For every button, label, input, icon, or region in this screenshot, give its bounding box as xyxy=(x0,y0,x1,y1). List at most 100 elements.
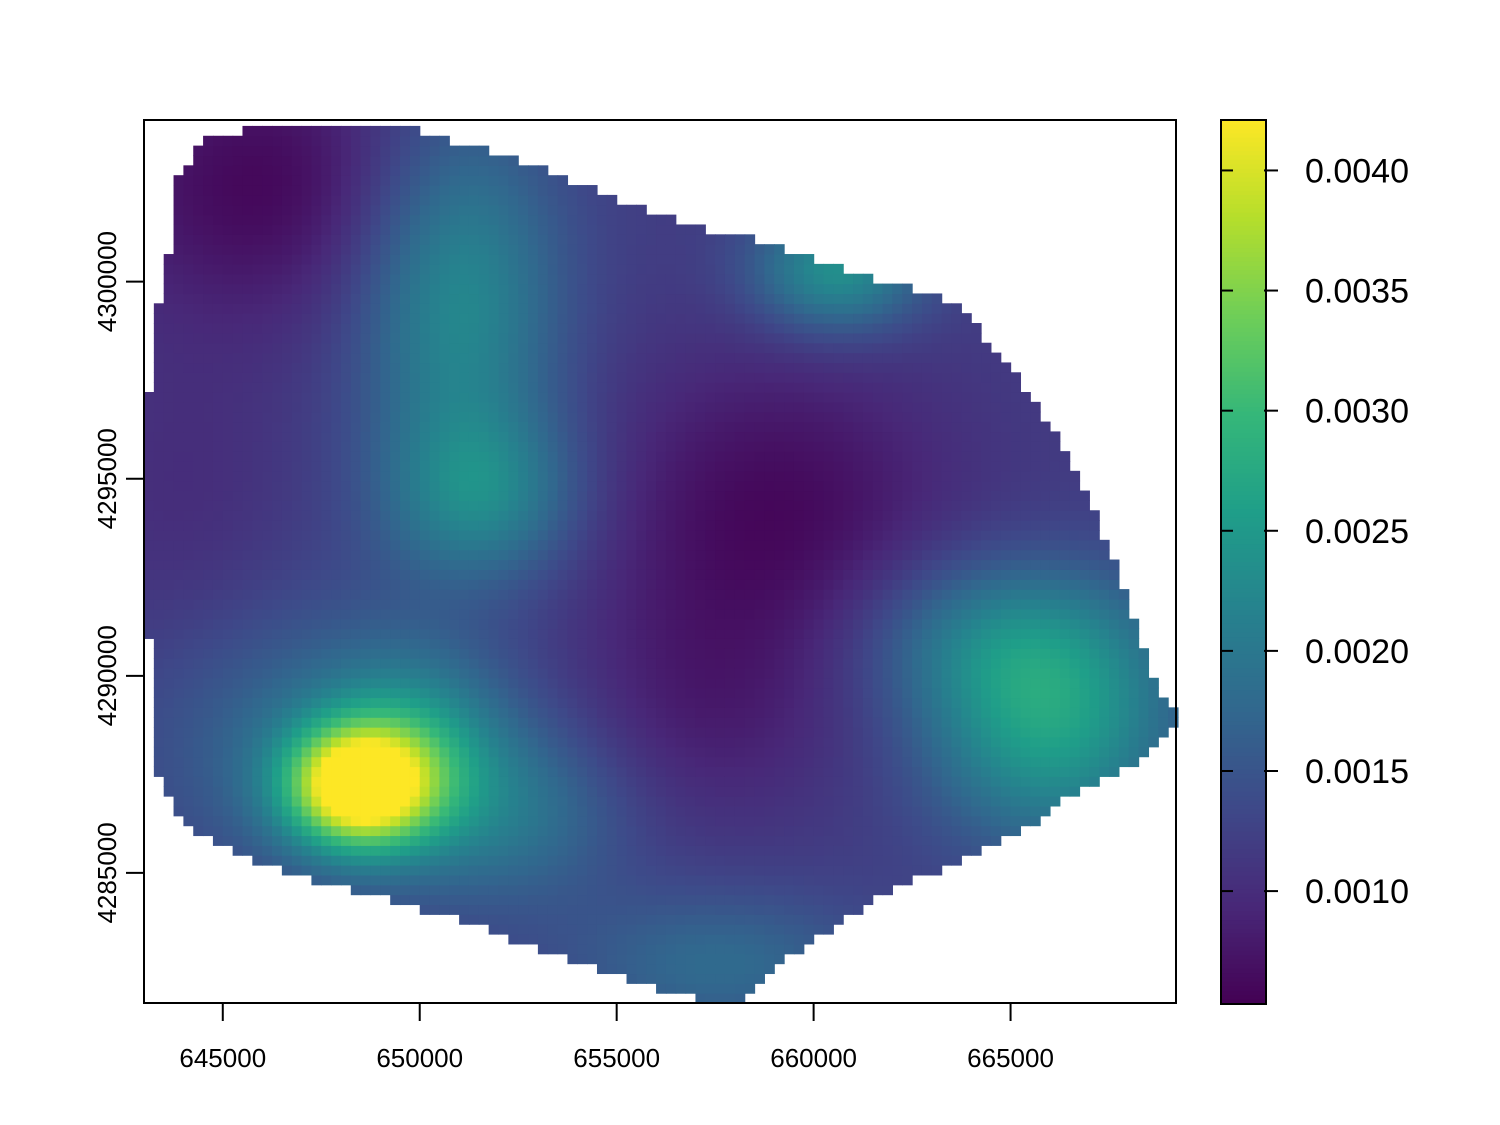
raster-cell xyxy=(400,234,411,245)
raster-cell xyxy=(557,884,569,896)
raster-cell xyxy=(685,825,697,837)
raster-cell xyxy=(626,313,637,324)
raster-cell xyxy=(242,796,253,807)
raster-cell xyxy=(419,855,431,866)
raster-cell xyxy=(675,815,687,827)
raster-cell xyxy=(557,648,569,659)
raster-cell xyxy=(784,628,795,639)
raster-cell xyxy=(409,717,421,728)
raster-cell xyxy=(350,855,362,866)
raster-cell xyxy=(587,805,598,817)
raster-cell xyxy=(212,273,224,285)
raster-cell xyxy=(370,707,381,718)
raster-cell xyxy=(370,727,381,738)
raster-cell xyxy=(675,983,687,994)
raster-cell xyxy=(380,401,391,413)
raster-cell xyxy=(715,815,726,827)
raster-cell xyxy=(715,303,726,314)
raster-cell xyxy=(518,569,529,580)
raster-cell xyxy=(577,608,588,620)
raster-cell xyxy=(380,874,391,886)
raster-cell xyxy=(439,490,450,501)
raster-cell xyxy=(724,865,736,876)
raster-cell xyxy=(262,815,273,827)
raster-cell xyxy=(183,273,194,285)
raster-cell xyxy=(311,451,322,462)
raster-cell xyxy=(656,549,667,561)
raster-cell xyxy=(203,815,214,827)
raster-cell xyxy=(744,451,756,462)
raster-cell xyxy=(715,707,726,718)
raster-cell xyxy=(409,421,421,433)
raster-cell xyxy=(262,845,273,856)
raster-cell xyxy=(262,421,273,433)
raster-cell xyxy=(636,569,647,580)
raster-cell xyxy=(734,815,746,827)
raster-cell xyxy=(252,658,263,669)
raster-cell xyxy=(390,214,401,226)
raster-cell xyxy=(222,470,234,482)
raster-cell xyxy=(695,894,706,906)
raster-cell xyxy=(360,608,372,620)
raster-cell xyxy=(537,736,549,748)
raster-cell xyxy=(596,963,608,975)
raster-cell xyxy=(183,283,194,295)
raster-cell xyxy=(390,293,401,304)
raster-cell xyxy=(675,283,687,295)
raster-cell xyxy=(488,865,500,876)
raster-cell xyxy=(390,165,401,176)
raster-cell xyxy=(360,145,372,157)
raster-cell xyxy=(764,352,775,364)
raster-cell xyxy=(301,677,313,689)
raster-cell xyxy=(419,697,431,708)
raster-cell xyxy=(646,579,657,590)
raster-cell xyxy=(350,510,362,521)
raster-cell xyxy=(301,865,313,876)
raster-cell xyxy=(626,825,637,837)
raster-cell xyxy=(193,539,204,551)
raster-cell xyxy=(439,392,450,403)
raster-cell xyxy=(577,746,588,758)
raster-cell xyxy=(685,815,697,827)
raster-cell xyxy=(646,973,657,984)
raster-cell xyxy=(370,283,381,295)
raster-cell xyxy=(528,185,539,196)
raster-cell xyxy=(321,559,332,570)
raster-cell xyxy=(173,451,184,462)
raster-cell xyxy=(744,510,756,521)
raster-cell xyxy=(203,520,214,531)
raster-cell xyxy=(528,500,539,511)
raster-cell xyxy=(557,263,569,275)
raster-cell xyxy=(193,234,204,245)
raster-cell xyxy=(646,214,657,226)
raster-cell xyxy=(232,815,244,827)
raster-cell xyxy=(439,756,450,768)
raster-cell xyxy=(468,411,480,423)
raster-cell xyxy=(173,687,184,699)
raster-cell xyxy=(567,323,578,334)
raster-cell xyxy=(577,717,588,728)
raster-cell xyxy=(419,746,431,758)
raster-cell xyxy=(744,963,756,975)
raster-cell xyxy=(370,874,381,886)
raster-cell xyxy=(232,746,244,758)
raster-cell xyxy=(340,559,352,570)
raster-cell xyxy=(173,707,184,718)
raster-cell xyxy=(734,727,746,738)
raster-cell xyxy=(400,342,411,354)
raster-cell xyxy=(705,608,716,620)
raster-cell xyxy=(636,914,647,925)
raster-cell xyxy=(183,677,194,689)
raster-cell xyxy=(360,549,372,561)
raster-cell xyxy=(360,618,372,630)
raster-cell xyxy=(478,658,490,669)
raster-cell xyxy=(557,559,569,570)
raster-cell xyxy=(301,855,313,866)
raster-cell xyxy=(419,362,431,373)
raster-cell xyxy=(242,776,253,787)
raster-cell xyxy=(764,500,775,511)
raster-cell xyxy=(646,263,657,275)
raster-cell xyxy=(232,362,244,373)
raster-cell xyxy=(380,293,391,304)
raster-cell xyxy=(439,717,450,728)
